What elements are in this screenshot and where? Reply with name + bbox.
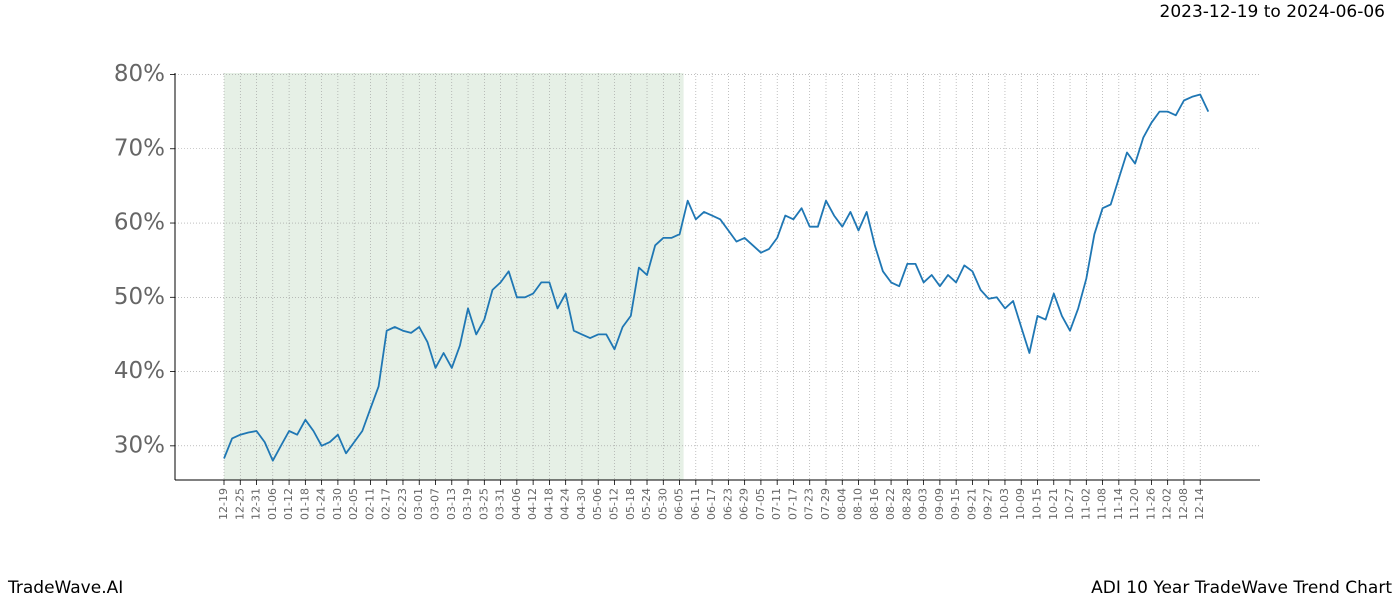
x-tick-label: 11-14 (1112, 488, 1125, 520)
x-tick-label: 12-14 (1193, 488, 1206, 520)
x-tick-label: 05-30 (656, 488, 669, 520)
y-tick-label: 50% (114, 284, 165, 310)
x-tick-label: 12-02 (1161, 488, 1174, 520)
y-tick-label: 70% (114, 135, 165, 161)
x-tick-label: 03-01 (412, 488, 425, 520)
x-tick-label: 06-05 (673, 488, 686, 520)
x-tick-label: 05-24 (640, 488, 653, 520)
x-tick-label: 04-30 (575, 488, 588, 520)
x-tick-label: 05-18 (624, 488, 637, 520)
trend-line (223, 93, 1210, 462)
x-tick-label: 08-22 (884, 488, 897, 520)
x-tick-label: 12-19 (217, 488, 230, 520)
x-tick-label: 02-11 (363, 488, 376, 520)
x-tick-label: 01-30 (331, 488, 344, 520)
x-tick-label: 06-11 (689, 488, 702, 520)
x-tick-label: 09-03 (917, 488, 930, 520)
x-tick-label: 06-29 (738, 488, 751, 520)
x-tick-label: 12-31 (250, 488, 263, 520)
x-tick-label: 09-15 (949, 488, 962, 520)
x-tick-label: 07-23 (803, 488, 816, 520)
x-tick-label: 01-06 (266, 488, 279, 520)
x-tick-label: 11-02 (1079, 488, 1092, 520)
y-tick-label: 60% (114, 210, 165, 236)
x-tick-label: 03-31 (494, 488, 507, 520)
x-tick-label: 07-05 (754, 488, 767, 520)
x-tick-label: 11-08 (1096, 488, 1109, 520)
x-tick-label: 08-16 (868, 488, 881, 520)
x-tick-label: 04-24 (559, 488, 572, 520)
x-tick-label: 07-29 (819, 488, 832, 520)
x-tick-label: 12-08 (1177, 488, 1190, 520)
x-tick-label: 02-17 (380, 488, 393, 520)
x-tick-label: 02-23 (396, 488, 409, 520)
x-tick-label: 07-17 (786, 488, 799, 520)
x-tick-label: 06-23 (721, 488, 734, 520)
x-tick-label: 10-21 (1047, 488, 1060, 520)
x-tick-label: 03-13 (445, 488, 458, 520)
x-tick-label: 12-25 (233, 488, 246, 520)
x-tick-label: 09-09 (933, 488, 946, 520)
x-tick-label: 03-07 (429, 488, 442, 520)
date-range-title: 2023-12-19 to 2024-06-06 (1160, 2, 1385, 22)
footer-brand: TradeWave.AI (7, 578, 123, 598)
x-tick-label: 08-04 (835, 488, 848, 520)
x-tick-label: 11-26 (1144, 488, 1157, 520)
x-tick-label: 04-06 (510, 488, 523, 520)
x-tick-label: 11-20 (1128, 488, 1141, 520)
y-tick-label: 80% (114, 61, 165, 87)
shaded-span (224, 73, 684, 480)
y-tick-label: 40% (114, 358, 165, 384)
y-tick-label: 30% (114, 432, 165, 458)
x-tick-label: 03-25 (477, 488, 490, 520)
x-tick-label: 01-18 (298, 488, 311, 520)
x-tick-label: 10-15 (1031, 488, 1044, 520)
x-tick-label: 09-21 (965, 488, 978, 520)
footer-chart-name: ADI 10 Year TradeWave Trend Chart (1091, 578, 1392, 598)
x-tick-label: 01-24 (315, 488, 328, 520)
x-tick-label: 02-05 (347, 488, 360, 520)
x-tick-label: 08-28 (900, 488, 913, 520)
x-tick-label: 05-06 (591, 488, 604, 520)
x-tick-label: 03-19 (461, 488, 474, 520)
x-tick-label: 08-10 (852, 488, 865, 520)
x-tick-label: 04-18 (542, 488, 555, 520)
x-tick-label: 01-12 (282, 488, 295, 520)
x-tick-label: 09-27 (982, 488, 995, 520)
x-tick-label: 10-03 (998, 488, 1011, 520)
x-tick-label: 07-11 (770, 488, 783, 520)
x-tick-label: 06-17 (705, 488, 718, 520)
x-tick-label: 10-27 (1063, 488, 1076, 520)
x-tick-label: 10-09 (1014, 488, 1027, 520)
x-tick-label: 05-12 (607, 488, 620, 520)
x-tick-label: 04-12 (526, 488, 539, 520)
